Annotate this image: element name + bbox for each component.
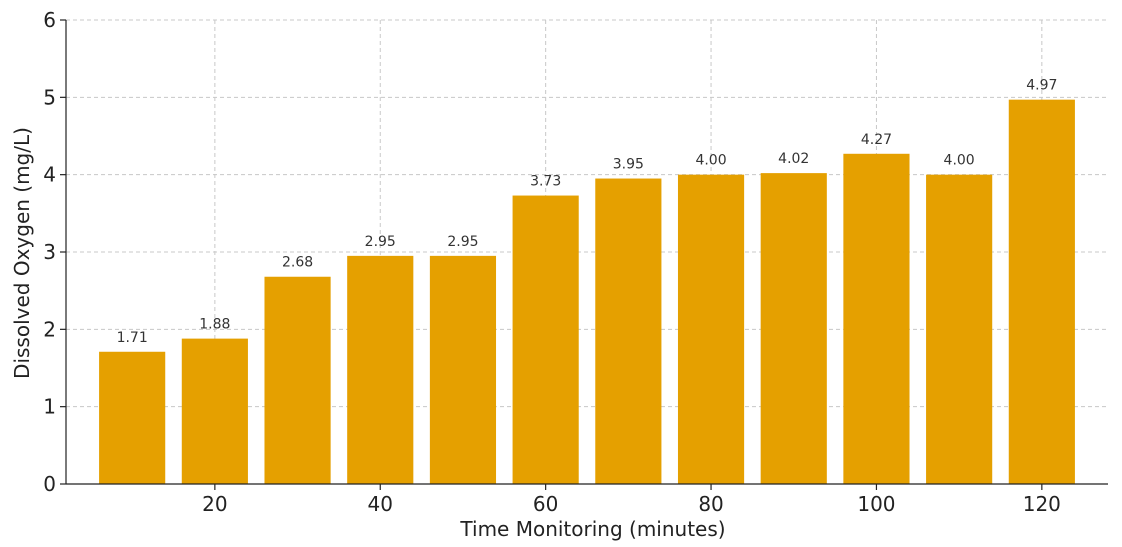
x-axis-title: Time Monitoring (minutes) (459, 517, 725, 541)
bar-value-label: 4.27 (861, 132, 892, 148)
bar-value-label: 4.00 (944, 153, 975, 169)
y-tick-label: 3 (43, 240, 56, 264)
bar (1008, 99, 1075, 485)
bar (595, 178, 662, 485)
bar-value-label: 1.88 (199, 317, 230, 333)
y-tick-label: 2 (43, 317, 56, 341)
y-tick-label: 0 (43, 472, 56, 496)
bars (99, 99, 1075, 485)
bar (677, 174, 745, 484)
bar (512, 195, 579, 484)
data-labels: 1.71 1.88 2.68 2.95 2.95 3.73 3.95 4.00 4.02 4.27… (117, 78, 1058, 346)
bar-value-label: 3.95 (613, 157, 644, 173)
x-tick-label: 40 (368, 492, 393, 516)
y-tick-label: 5 (43, 85, 56, 109)
bar (843, 153, 910, 484)
bar-value-label: 2.95 (447, 234, 478, 250)
bar (264, 276, 331, 484)
bar-value-label: 3.73 (530, 174, 561, 190)
x-tick-label: 20 (202, 492, 227, 516)
bar-value-label: 2.68 (282, 255, 313, 271)
bar (926, 174, 993, 484)
y-axis-title: Dissolved Oxygen (mg/L) (10, 127, 34, 379)
bar (429, 255, 497, 484)
x-tick-label: 120 (1023, 492, 1061, 516)
y-tick-label: 1 (43, 395, 56, 419)
bar-value-label: 4.97 (1026, 78, 1057, 94)
x-tick-label: 100 (857, 492, 895, 516)
y-tick-label: 6 (43, 8, 56, 32)
bar-value-label: 4.02 (778, 151, 809, 167)
x-tick-label: 60 (533, 492, 558, 516)
y-tick-label: 4 (43, 163, 56, 187)
bar (181, 338, 248, 484)
bar (99, 351, 166, 484)
bar (760, 173, 827, 484)
bar-value-label: 2.95 (365, 234, 396, 250)
bar-value-label: 4.00 (695, 153, 726, 169)
axes: 0 1 2 3 4 5 6 20 40 60 80 100 120 (43, 8, 1108, 516)
bar-value-label: 1.71 (117, 330, 148, 346)
bar (347, 255, 414, 484)
x-tick-label: 80 (698, 492, 723, 516)
